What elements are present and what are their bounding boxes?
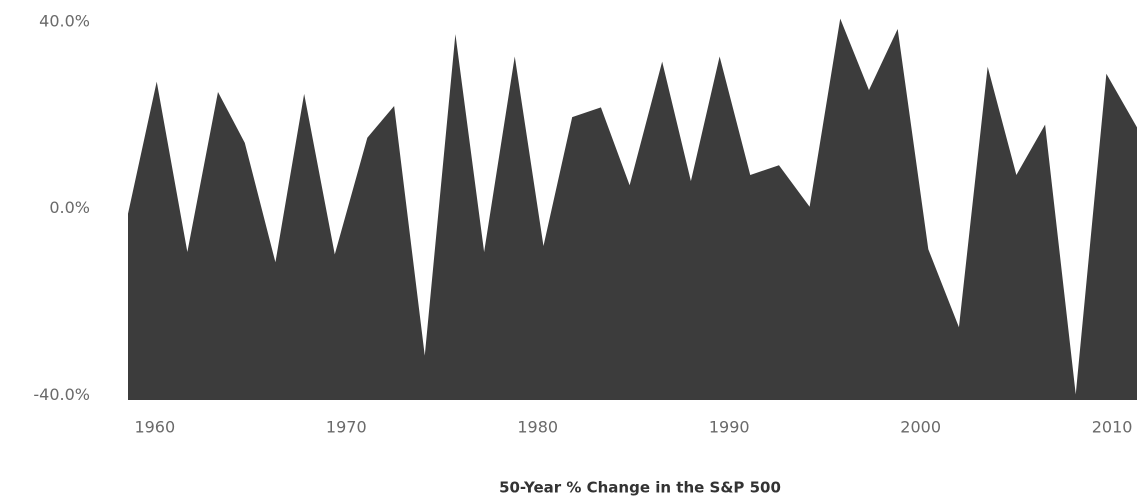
x-tick-label: 1980 xyxy=(517,418,558,437)
y-tick-label: 0.0% xyxy=(49,198,90,217)
x-tick-label: 2010 xyxy=(1092,418,1133,437)
area xyxy=(128,18,1137,401)
y-tick-label: 40.0% xyxy=(39,11,90,30)
chart-title: 50-Year % Change in the S&P 500 xyxy=(499,479,781,497)
x-tick-label: 1990 xyxy=(709,418,750,437)
x-tick-label: 2000 xyxy=(900,418,941,437)
x-tick-label: 1960 xyxy=(134,418,175,437)
x-tick-label: 1970 xyxy=(326,418,367,437)
y-tick-label: -40.0% xyxy=(33,385,90,404)
